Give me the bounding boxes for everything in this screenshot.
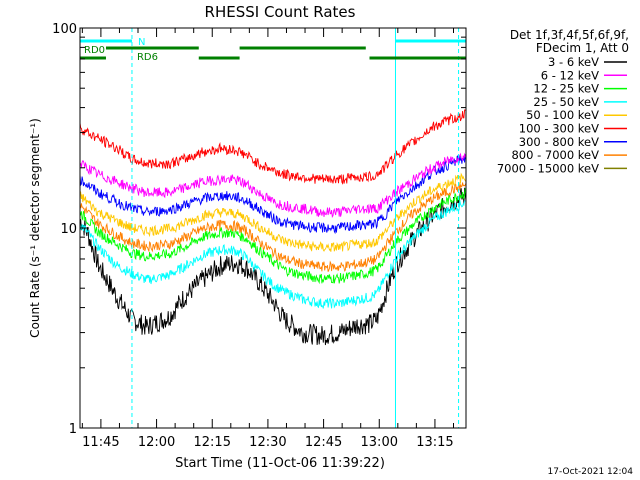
footer-timestamp: 17-Oct-2021 12:04 (548, 467, 634, 477)
legend-label-7: 300 - 800 keV (519, 135, 599, 149)
legend-label-2: 6 - 12 keV (541, 68, 599, 82)
state-label-4: RD6 (137, 52, 158, 63)
legend-label-8: 800 - 7000 keV (511, 148, 599, 162)
series-layer (79, 109, 467, 346)
x-tick-label-6: 13:00 (361, 435, 398, 450)
y-axis-label: Count Rate (s⁻¹ detector segment⁻¹) (28, 118, 42, 338)
x-tick-label-5: 12:45 (305, 435, 342, 450)
axes-layer: 1 10 100 11:45 12:00 12:15 12:30 12:45 13:00 13:1… (52, 22, 467, 450)
series-line-8 (79, 182, 467, 272)
chart-title: RHESSI Count Rates (205, 3, 356, 21)
series-line-5 (79, 172, 467, 252)
series-line-4 (79, 199, 467, 309)
series-line-3 (79, 188, 467, 285)
series-line-1 (79, 187, 467, 346)
legend-header-decimation: FDecim 1, Att 0 (536, 41, 629, 55)
legend-label-5: 50 - 100 keV (526, 108, 599, 122)
x-tick-label-4: 12:30 (249, 435, 286, 450)
legend-header-detectors: Det 1f,3f,4f,5f,6f,9f, (510, 28, 629, 42)
y-tick-label-3: 100 (52, 22, 77, 37)
state-label-3: RD0 (84, 45, 105, 56)
legend-label-9: 7000 - 15000 keV (497, 161, 599, 175)
x-tick-label-1: 11:45 (82, 435, 119, 450)
x-tick-label-2: 12:00 (138, 435, 175, 450)
state-label-1: N (138, 37, 145, 48)
x-tick-label-7: 13:15 (416, 435, 453, 450)
x-axis-label: Start Time (11-Oct-06 11:39:22) (175, 456, 385, 471)
x-tick-label-3: 12:15 (194, 435, 231, 450)
legend-label-6: 100 - 300 keV (519, 122, 599, 136)
y-tick-label-2: 10 (60, 222, 77, 237)
legend-label-1: 3 - 6 keV (548, 55, 599, 69)
attenuator-bars-layer: N RD0 RD6 (80, 37, 466, 63)
legend-label-3: 12 - 25 keV (533, 82, 599, 96)
series-line-2 (79, 152, 467, 218)
series-line-7 (79, 154, 467, 235)
y-tick-label-1: 1 (69, 422, 77, 437)
legend-label-4: 25 - 50 keV (533, 95, 599, 109)
series-line-6 (79, 109, 467, 185)
